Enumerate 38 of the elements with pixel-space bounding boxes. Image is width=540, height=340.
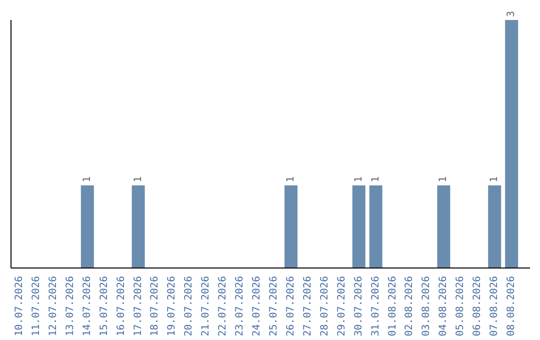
x-tick-label: 15.07.2026 (98, 276, 110, 336)
x-tick-label: 04.08.2026 (438, 276, 450, 336)
x-tick-label: 13.07.2026 (64, 276, 76, 336)
x-tick-label: 03.08.2026 (421, 276, 432, 336)
x-tick-label: 22.07.2026 (218, 276, 229, 336)
data-label: 1 (438, 176, 450, 182)
data-label: 1 (82, 176, 93, 182)
x-tick-label: 25.07.2026 (268, 276, 280, 336)
data-label: 3 (506, 10, 518, 17)
x-tick-label: 11.07.2026 (30, 276, 42, 336)
data-label: 1 (489, 176, 500, 182)
x-tick-label: 01.08.2026 (387, 276, 398, 336)
x-tick-label: 21.07.2026 (200, 276, 212, 336)
x-tick-label: 29.07.2026 (336, 276, 348, 336)
data-label: 1 (132, 176, 144, 182)
x-tick-label: 18.07.2026 (150, 276, 161, 336)
data-label: 1 (353, 176, 364, 182)
data-label: 1 (286, 176, 297, 182)
data-label: 1 (370, 176, 382, 182)
x-tick-label: 28.07.2026 (319, 276, 330, 336)
x-tick-label: 06.08.2026 (472, 276, 484, 336)
x-tick-label: 27.07.2026 (302, 276, 314, 336)
x-tick-label: 31.07.2026 (370, 276, 382, 336)
x-tick-label: 10.07.2026 (14, 276, 25, 336)
x-tick-label: 26.07.2026 (285, 276, 296, 336)
x-tick-label: 24.07.2026 (252, 276, 263, 336)
x-tick-label: 07.08.2026 (489, 276, 500, 336)
x-tick-label: 08.08.2026 (506, 276, 518, 336)
x-tick-label: 02.08.2026 (404, 276, 416, 336)
x-tick-label: 30.07.2026 (353, 276, 364, 336)
x-tick-label: 05.08.2026 (455, 276, 466, 336)
x-tick-label: 23.07.2026 (234, 276, 246, 336)
x-tick-label: 14.07.2026 (82, 276, 93, 336)
x-tick-label: 16.07.2026 (116, 276, 127, 336)
x-tick-label: 12.07.2026 (48, 276, 59, 336)
x-tick-label: 17.07.2026 (132, 276, 144, 336)
x-tick-label: 19.07.2026 (166, 276, 178, 336)
x-tick-label: 20.07.2026 (184, 276, 195, 336)
